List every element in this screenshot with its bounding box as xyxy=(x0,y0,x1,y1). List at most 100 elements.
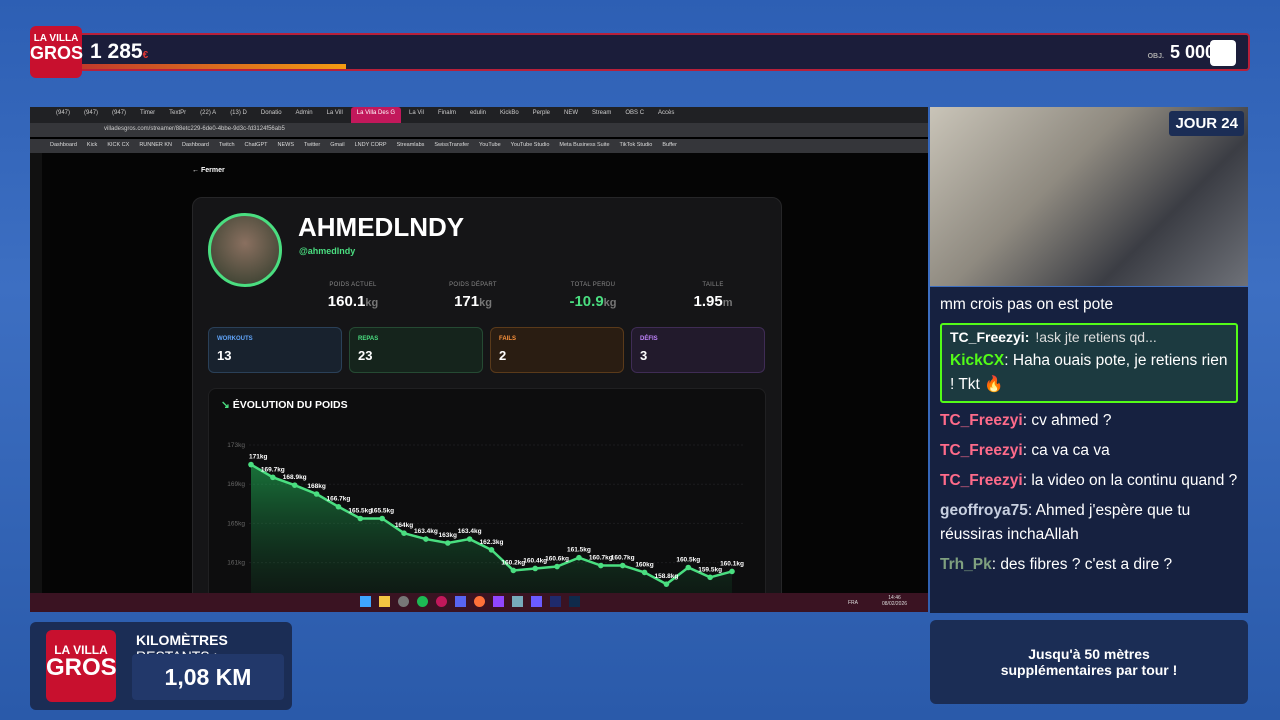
badge-icon xyxy=(1210,40,1236,66)
bookmark[interactable]: SwissTransfer xyxy=(434,142,470,148)
stat: POIDS DÉPART 171kg xyxy=(423,282,523,310)
stat-card-label: FAILS xyxy=(499,336,517,342)
tab[interactable]: Admin xyxy=(295,110,313,116)
value-label: 160.4kg xyxy=(523,557,547,564)
url: villadesgros.com/streamer/88etc229-6de0-… xyxy=(104,126,285,132)
bookmark[interactable]: Dashboard xyxy=(182,142,209,148)
bookmark[interactable]: ChatGPT xyxy=(244,142,268,148)
chat-text: : ca va ca va xyxy=(1022,442,1110,459)
point xyxy=(401,530,407,536)
value-label: 166.7kg xyxy=(327,496,351,503)
chart-title-text: ÉVOLUTION DU POIDS xyxy=(232,399,348,411)
tab[interactable]: TextPr xyxy=(169,110,187,116)
point xyxy=(510,567,517,574)
day-badge: JOUR 24 xyxy=(1169,111,1244,136)
chat-user: KickCX xyxy=(950,352,1005,369)
bookmark[interactable]: NEWS xyxy=(277,142,294,148)
tab[interactable]: (22) A xyxy=(200,110,217,116)
chat-message: TC_Freezyi: cv ahmed ? xyxy=(940,409,1238,433)
language: FRA xyxy=(848,600,858,606)
chat-message: TC_Freezyi: la video on la continu quand… xyxy=(940,469,1238,493)
value-label: 162.3kg xyxy=(480,539,504,546)
bookmark[interactable]: Buffer xyxy=(662,142,677,148)
bookmark[interactable]: Meta Business Suite xyxy=(559,142,610,148)
browser-window: (947) (947) (947) Timer TextPr (22) A (13) D Do… xyxy=(30,107,928,612)
chat-text: : des fibres ? c'est a dire ? xyxy=(991,556,1173,573)
stat-number: 171 xyxy=(454,293,480,310)
stat-card: REPAS 23 xyxy=(349,327,483,373)
tab[interactable]: Donatio xyxy=(260,110,282,116)
tab[interactable]: Finalm xyxy=(437,110,456,116)
tab[interactable]: (947) xyxy=(56,110,71,116)
chat-message: Trh_Pk: des fibres ? c'est a dire ? xyxy=(940,553,1238,577)
value-label: 169.7kg xyxy=(261,466,285,473)
goal-label: OBJ. xyxy=(1147,53,1164,60)
bookmark[interactable]: KICK CX xyxy=(107,142,130,148)
stat-label: POIDS ACTUEL xyxy=(329,282,377,288)
y-tick-label: 161kg xyxy=(227,560,245,567)
bookmark[interactable]: Twitter xyxy=(303,142,321,148)
point xyxy=(576,554,582,561)
stat-unit: m xyxy=(722,297,733,309)
bookmark[interactable]: YouTube xyxy=(479,142,501,148)
tab[interactable]: La Vill xyxy=(326,110,343,116)
tab[interactable]: OBS C xyxy=(625,110,645,116)
stat: POIDS ACTUEL 160.1kg xyxy=(303,282,403,310)
bookmark[interactable]: Streamlabs xyxy=(396,142,425,148)
tab[interactable]: La Vil xyxy=(409,110,424,116)
point xyxy=(357,515,364,522)
reply: TC_Freezyi: !ask jte retiens qd... xyxy=(950,325,1228,349)
chat-message: geoffroya75: Ahmed j'espère que tu réuss… xyxy=(940,499,1238,547)
taskbar-icons xyxy=(360,596,580,607)
chat-text: : cv ahmed ? xyxy=(1022,412,1112,429)
time: 14:46 xyxy=(888,595,901,601)
tab[interactable]: Perple xyxy=(532,110,551,116)
bookmark[interactable]: YouTube Studio xyxy=(510,142,550,148)
close-label: Fermer xyxy=(200,167,225,174)
address-bar[interactable]: villadesgros.com/streamer/88etc229-6de0-… xyxy=(30,123,928,137)
logo-text: GROS xyxy=(30,43,84,63)
point xyxy=(641,569,648,576)
tab[interactable]: (13) D xyxy=(230,110,247,116)
bookmark[interactable]: RUNNER KN xyxy=(139,142,173,148)
km-value: 1,08 KM xyxy=(132,654,284,700)
tab[interactable]: KickBo xyxy=(499,110,519,116)
stat-card: FAILS 2 xyxy=(490,327,624,373)
value-label: 160kg xyxy=(635,561,653,568)
value-label: 171kg xyxy=(249,454,267,461)
tab[interactable]: NEW xyxy=(564,110,579,116)
point xyxy=(379,515,385,522)
chat-text: : la video on la continu quand ? xyxy=(1022,472,1238,489)
bookmark[interactable]: LNDY CORP xyxy=(354,142,387,148)
value-label: 163.4kg xyxy=(414,528,438,535)
stat-unit: kg xyxy=(479,297,492,309)
stat-number: -10.9 xyxy=(569,293,604,310)
logo-text: GROS xyxy=(46,654,117,681)
stat-cards: WORKOUTS 13 REPAS 23 FAILS 2 DÉFIS 3 xyxy=(208,327,765,373)
bookmark[interactable]: Dashboard xyxy=(50,142,77,148)
bookmark[interactable]: Gmail xyxy=(330,142,345,148)
tab[interactable]: Stream xyxy=(592,110,612,116)
value-label: 159.5kg xyxy=(698,566,722,573)
value-label: 165.5kg xyxy=(370,508,394,515)
chat-user: Trh_Pk xyxy=(940,556,992,573)
stat-number: 1.95 xyxy=(693,293,723,310)
tab[interactable]: Timer xyxy=(140,110,156,116)
bookmark[interactable]: TikTok Studio xyxy=(619,142,653,148)
stat-number: 160.1 xyxy=(327,293,366,310)
point xyxy=(291,482,298,488)
stat: TOTAL PERDU -10.9kg xyxy=(543,282,643,310)
tab[interactable]: (947) xyxy=(112,110,127,116)
tab[interactable]: Accès xyxy=(658,110,675,116)
bookmark[interactable]: Twitch xyxy=(218,142,235,148)
webcam: JOUR 24 xyxy=(930,107,1248,286)
close-button[interactable]: ← Fermer xyxy=(192,167,225,174)
tab[interactable]: (947) xyxy=(84,110,99,116)
stat-label: TAILLE xyxy=(702,282,724,288)
tab[interactable]: edulin xyxy=(469,110,486,116)
bookmark[interactable]: Kick xyxy=(86,142,98,148)
taskbar: FRA 14:46 08/02/2026 xyxy=(30,593,928,612)
point xyxy=(729,568,735,575)
km-panel: LA VILLA GROS KILOMÈTRES RESTANTS : 1,08… xyxy=(30,622,292,710)
tab[interactable]: La Villa Des G xyxy=(350,107,402,123)
